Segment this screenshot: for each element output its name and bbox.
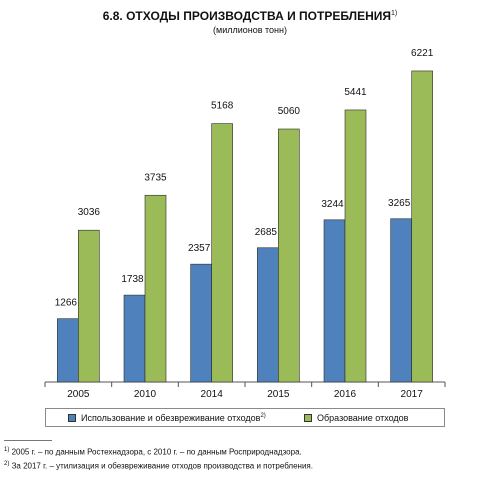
data-label: 2685 <box>255 227 278 238</box>
data-label: 3735 <box>144 172 167 183</box>
x-tick-label: 2005 <box>67 389 90 400</box>
bar-generation <box>344 109 367 383</box>
legend-item-generation: Образование отходов <box>304 413 408 423</box>
data-label: 3036 <box>78 207 101 218</box>
bar-chart: 2005 1266 3036 2010 1738 3735 2014 2357 5168 2015… <box>44 48 446 400</box>
chart-title-text: 6.8. ОТХОДЫ ПРОИЗВОДСТВА И ПОТРЕБЛЕНИЯ <box>102 9 391 23</box>
data-label: 3244 <box>321 199 344 210</box>
x-tick-label: 2017 <box>401 389 424 400</box>
data-label: 5441 <box>344 87 367 98</box>
data-label: 3265 <box>388 198 411 209</box>
bar-generation <box>211 123 233 383</box>
legend-swatch-usage <box>68 413 76 422</box>
data-label: 1266 <box>55 298 78 309</box>
x-tick-label: 2014 <box>201 389 224 400</box>
legend-swatch-generation <box>304 413 312 422</box>
data-label: 5168 <box>211 101 234 112</box>
bar-usage <box>257 247 279 383</box>
bar-generation <box>78 229 100 383</box>
chart-title-footnote-mark: 1) <box>391 10 398 17</box>
bar-usage <box>190 263 212 383</box>
chart-title: 6.8. ОТХОДЫ ПРОИЗВОДСТВА И ПОТРЕБЛЕНИЯ1) <box>0 9 500 23</box>
data-label: 5060 <box>278 106 301 117</box>
x-tick-label: 2015 <box>267 389 290 400</box>
chart-legend: Использование и обезвреживание отходов2)… <box>45 408 445 427</box>
bar-usage <box>323 219 346 383</box>
bar-generation <box>411 70 433 383</box>
bar-usage <box>390 218 412 383</box>
footnote-divider <box>4 440 52 441</box>
data-label: 2357 <box>188 243 211 254</box>
footnote-2: 2) За 2017 г. – утилизация и обезврежива… <box>4 461 313 471</box>
data-label: 1738 <box>121 274 144 285</box>
bar-usage <box>57 318 79 383</box>
footnote-1: 1) 2005 г. – по данным Ростехнадзора, с … <box>4 447 302 457</box>
x-tick-label: 2010 <box>134 389 157 400</box>
bar-usage <box>123 294 146 383</box>
x-tick-label: 2016 <box>334 389 357 400</box>
legend-item-usage: Использование и обезвреживание отходов2) <box>68 413 266 423</box>
data-label: 6221 <box>411 48 434 59</box>
bar-generation <box>278 128 300 383</box>
legend-label-generation: Образование отходов <box>317 412 409 423</box>
legend-label-usage: Использование и обезвреживание отходов2) <box>81 412 266 423</box>
chart-subtitle: (миллионов тонн) <box>213 25 287 35</box>
bar-generation <box>144 194 167 383</box>
